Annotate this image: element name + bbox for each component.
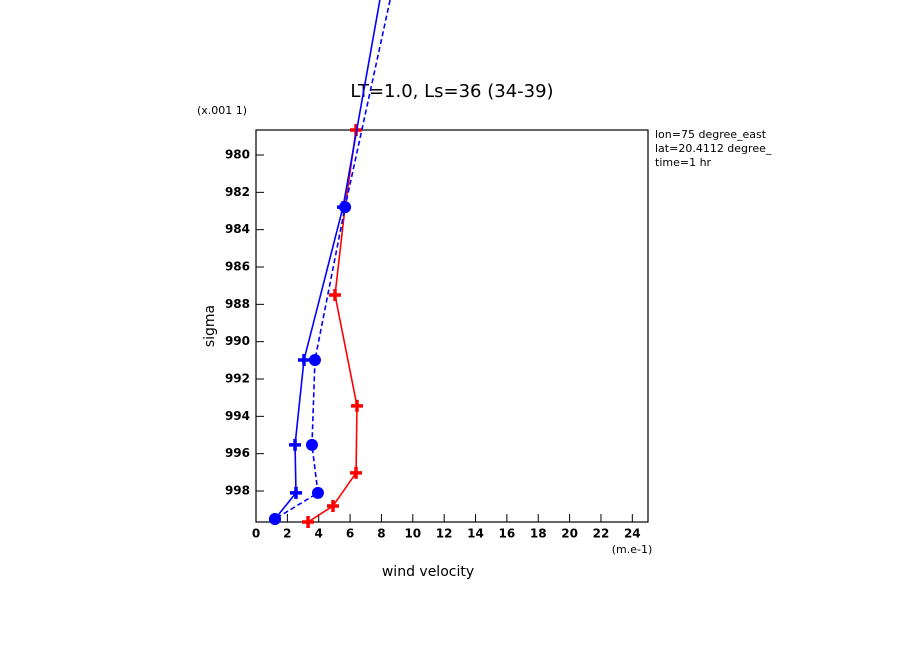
x-tick-label: 4 bbox=[315, 527, 323, 541]
point bbox=[326, 499, 339, 512]
y-tick-label: 998 bbox=[225, 484, 250, 498]
note: time=1 hr bbox=[655, 156, 712, 169]
x-tick-label: 0 bbox=[252, 527, 260, 541]
x-tick-label: 2 bbox=[283, 527, 291, 541]
note: lat=20.4112 degree_ bbox=[655, 142, 772, 155]
point bbox=[289, 486, 302, 499]
x-tick-label: 20 bbox=[561, 527, 578, 541]
x-tick-label: 18 bbox=[530, 527, 547, 541]
x-tick-label: 16 bbox=[499, 527, 516, 541]
x-tick-label: 24 bbox=[624, 527, 641, 541]
point bbox=[302, 516, 315, 528]
y-axis-label: sigma bbox=[202, 305, 218, 347]
point bbox=[268, 513, 281, 526]
x-tick-label: 22 bbox=[593, 527, 610, 541]
y-tick-label: 984 bbox=[225, 222, 250, 236]
x-tick-label: 12 bbox=[436, 527, 453, 541]
y-tick-label: 990 bbox=[225, 334, 250, 348]
x-axis-label: wind velocity bbox=[382, 564, 474, 580]
y-tick-label: 986 bbox=[225, 260, 250, 274]
point bbox=[311, 486, 324, 499]
y-tick-label: 994 bbox=[225, 409, 250, 423]
point bbox=[329, 289, 342, 302]
x-tick-label: 14 bbox=[467, 527, 484, 541]
point bbox=[297, 353, 310, 366]
series-line bbox=[274, 0, 391, 520]
y-tick-label: 992 bbox=[225, 372, 250, 386]
point bbox=[289, 438, 302, 451]
point bbox=[339, 201, 352, 214]
point bbox=[350, 466, 363, 479]
x-tick-label: 6 bbox=[346, 527, 354, 541]
x-tick-label: 8 bbox=[377, 527, 385, 541]
point bbox=[305, 438, 318, 451]
y-tick-label: 996 bbox=[225, 446, 250, 460]
series-line bbox=[274, 0, 381, 520]
y-tick-label: 988 bbox=[225, 297, 250, 311]
point bbox=[350, 399, 363, 412]
point bbox=[308, 353, 321, 366]
plot-frame bbox=[255, 129, 649, 523]
y-tick-label: 982 bbox=[225, 185, 250, 199]
x-units: (m.e-1) bbox=[612, 543, 653, 556]
x-tick-label: 10 bbox=[404, 527, 421, 541]
note: lon=75 degree_east bbox=[655, 128, 767, 141]
y-tick-label: 980 bbox=[225, 148, 250, 162]
y-units: (x.001 1) bbox=[197, 104, 247, 117]
chart-title: LT=1.0, Ls=36 (34-39) bbox=[350, 81, 553, 102]
